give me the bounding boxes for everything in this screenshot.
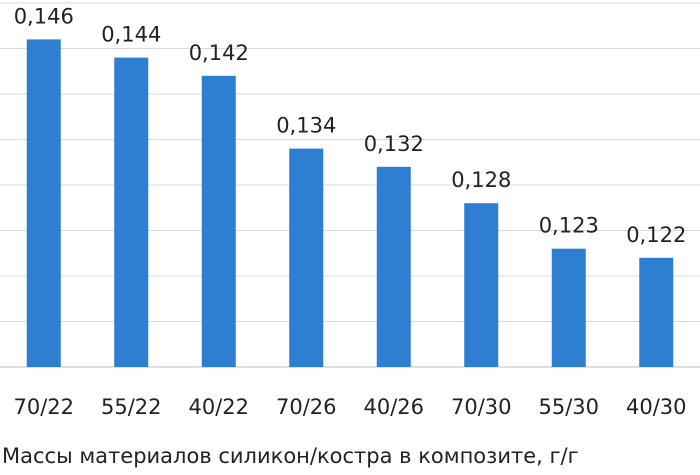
bar	[464, 203, 499, 367]
value-label: 0,128	[451, 168, 511, 192]
value-label: 0,134	[276, 114, 336, 138]
value-label: 0,132	[364, 132, 424, 156]
x-tick-label: 40/22	[188, 395, 249, 419]
value-label: 0,146	[14, 4, 74, 28]
x-tick-label: 40/30	[626, 395, 687, 419]
x-tick-label: 55/22	[101, 395, 162, 419]
x-tick-label: 70/26	[276, 395, 337, 419]
x-tick-label: 70/30	[451, 395, 512, 419]
bar	[289, 148, 324, 367]
value-label: 0,144	[101, 23, 161, 47]
value-label: 0,142	[189, 41, 249, 65]
bar	[551, 248, 586, 367]
value-label: 0,122	[626, 223, 686, 247]
x-axis-title: Массы материалов силикон/костра в композ…	[2, 444, 579, 468]
x-tick-label: 40/26	[363, 395, 424, 419]
bar	[114, 57, 149, 367]
bar	[201, 75, 236, 368]
x-tick-label: 70/22	[13, 395, 74, 419]
bar	[26, 39, 61, 368]
x-tick-label: 55/30	[538, 395, 599, 419]
bar	[639, 257, 674, 367]
value-label: 0,123	[539, 214, 599, 238]
bar	[376, 166, 411, 367]
